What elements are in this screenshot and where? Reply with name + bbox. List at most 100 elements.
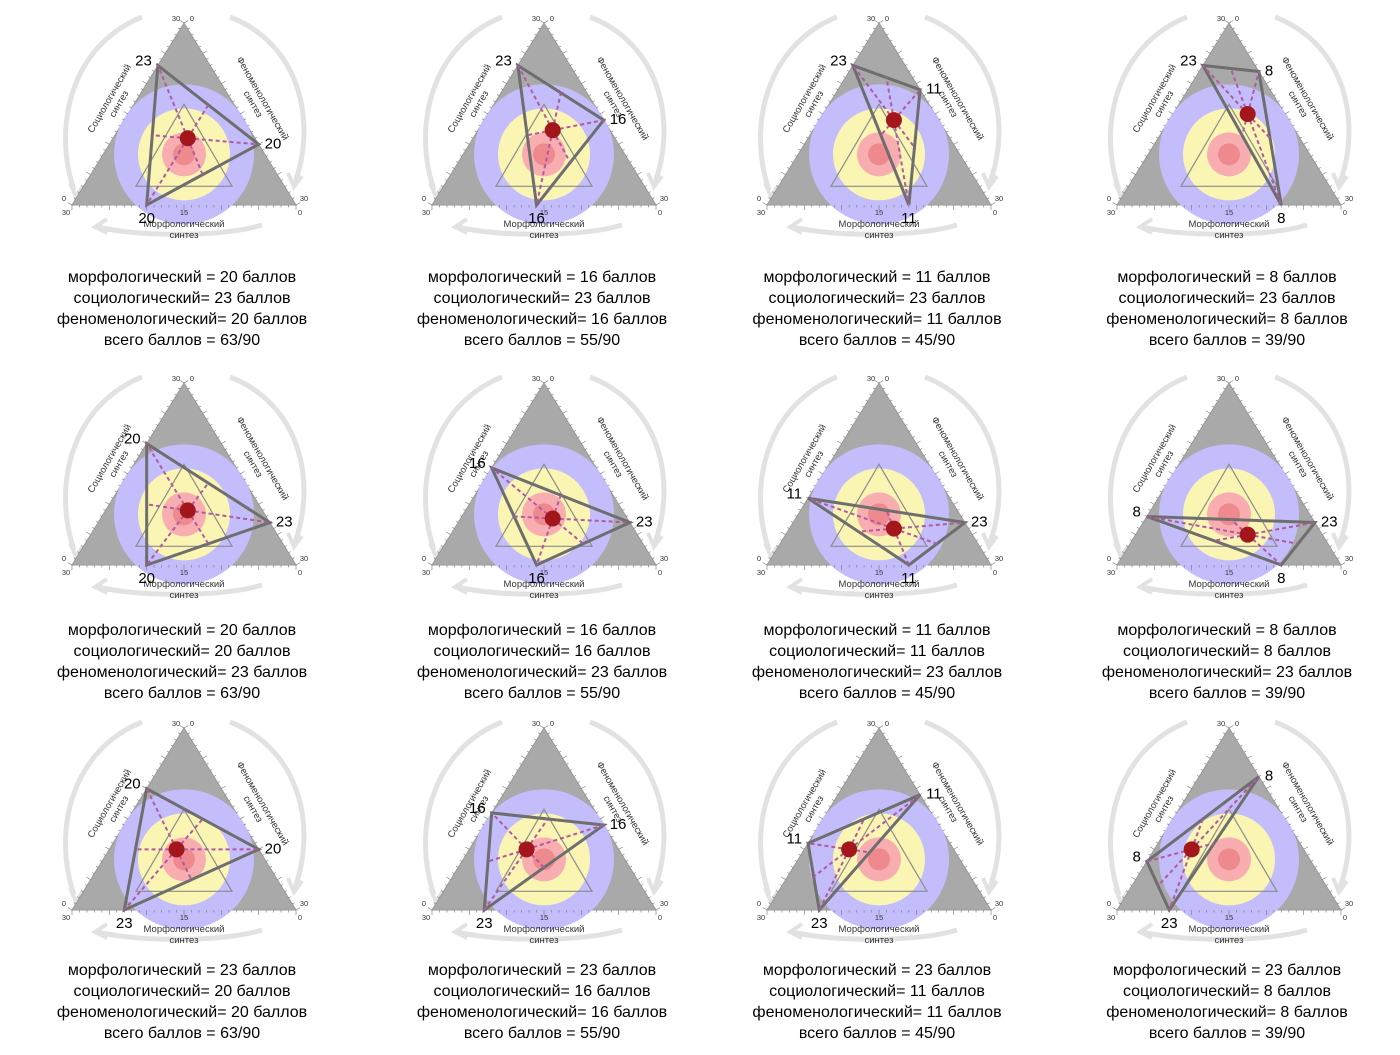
tick-label: 0 [1343, 208, 1347, 217]
tick-label: 30 [422, 913, 430, 922]
center-dot [841, 841, 858, 858]
center-dot [544, 510, 561, 527]
morph-axis-name-2: синтез [865, 935, 894, 946]
morph-axis-name-2: синтез [1215, 230, 1244, 241]
morph-axis-name-2: синтез [1215, 935, 1244, 946]
caption-line: феноменологический= 16 баллов [416, 1004, 668, 1021]
score-caption: морфологический = 23 баллов социологическ… [372, 960, 712, 1044]
tick-label: 15 [1225, 913, 1233, 922]
pheno-score-label: 23 [971, 514, 988, 531]
edge-ticks [67, 725, 301, 915]
tick-label: 0 [190, 374, 194, 383]
arrow-left [758, 14, 838, 191]
arrowhead-right [286, 877, 304, 897]
morph-score-label: 23 [1161, 915, 1178, 932]
arrow-bottom [456, 582, 623, 597]
caption-line: феноменологический= 8 баллов [1106, 311, 1348, 328]
morph-axis-name-2: синтез [170, 230, 199, 241]
morph-axis-name: Морфологический [839, 579, 920, 590]
arrow-bottom [791, 582, 958, 597]
arrow-left [423, 374, 503, 551]
caption-line: феноменологический= 23 баллов [416, 664, 668, 681]
pheno-score-label: 20 [265, 840, 282, 857]
tick-label: 0 [1107, 899, 1111, 908]
arrowhead-bottom [451, 217, 469, 235]
edge-ticks [762, 20, 996, 210]
arrowhead-left [763, 542, 780, 562]
tick-label: 0 [1343, 568, 1347, 577]
arrow-bottom [456, 222, 623, 237]
caption-line: социологический= 8 баллов [1122, 983, 1332, 1000]
morph-axis-name: Морфологический [144, 924, 225, 935]
arrowhead-bottom [1136, 217, 1154, 235]
arrowhead-bottom [451, 922, 469, 940]
core-inner [868, 143, 890, 166]
arrow-right [589, 14, 667, 186]
tick-label: 0 [298, 568, 302, 577]
tick-label: 15 [875, 208, 883, 217]
tick-label: 30 [1217, 719, 1225, 728]
caption-line: морфологический = 23 баллов [67, 962, 297, 979]
arrow-left [63, 719, 143, 896]
morph-score-label: 23 [811, 915, 828, 932]
arrow-left [63, 14, 143, 191]
socio-score-label: 23 [1180, 52, 1197, 69]
morph-axis-name-2: синтез [865, 230, 894, 241]
caption-line: феноменологический= 11 баллов [752, 311, 1002, 328]
arrow-left [1108, 719, 1188, 896]
socio-score-label: 23 [830, 52, 847, 69]
arrowhead-bottom [451, 577, 469, 595]
socio-score-label: 11 [786, 485, 802, 502]
morph-score-label: 8 [1277, 210, 1285, 227]
tick-label: 30 [300, 194, 308, 203]
pheno-score-label: 8 [1265, 768, 1273, 785]
socio-score-label: 16 [469, 455, 486, 472]
caption-line: всего баллов = 63/90 [103, 685, 261, 702]
arrow-right [229, 719, 307, 891]
dashed-guides [123, 788, 259, 911]
caption-line: всего баллов = 45/90 [798, 1025, 956, 1042]
morph-axis-name-2: синтез [530, 590, 559, 601]
arrowhead-right [981, 532, 999, 552]
arrow-bottom [1141, 582, 1308, 597]
score-caption: морфологический = 8 баллов социологически… [1057, 267, 1397, 351]
socio-score-label: 23 [135, 52, 152, 69]
score-caption: морфологический = 11 баллов социологическ… [707, 620, 1047, 704]
tick-label: 30 [995, 899, 1003, 908]
caption-line: морфологический = 20 баллов [67, 269, 297, 286]
caption-line: социологический= 16 баллов [433, 643, 651, 660]
tick-label: 30 [867, 14, 875, 23]
dashed-guides [145, 65, 259, 206]
tick-label: 0 [757, 194, 761, 203]
tick-label: 30 [1345, 899, 1353, 908]
inner-triangle [1179, 103, 1279, 187]
tick-label: 15 [180, 208, 188, 217]
arrowhead-left [68, 542, 85, 562]
tick-label: 30 [757, 568, 765, 577]
score-polygon [122, 786, 263, 913]
arrow-left [758, 719, 838, 896]
tick-label: 0 [550, 374, 554, 383]
arrow-right [924, 719, 1002, 891]
caption-line: морфологический = 16 баллов [427, 622, 657, 639]
diagram-panel: 30 15 0 0 30 0 30 Морфологический синтез Социолог… [372, 365, 712, 710]
caption-line: всего баллов = 45/90 [798, 685, 956, 702]
pheno-score-label: 11 [926, 786, 942, 803]
center-dot [1239, 106, 1256, 122]
caption-line: всего баллов = 63/90 [103, 332, 261, 349]
tick-label: 30 [300, 554, 308, 563]
rotation-arrows [423, 374, 667, 597]
edge-ticks [1112, 725, 1346, 915]
dashed-guides [807, 497, 965, 566]
caption-line: морфологический = 8 баллов [1117, 622, 1337, 639]
morph-axis-name-2: синтез [530, 230, 559, 241]
edge-ticks [762, 725, 996, 915]
morph-axis-name: Морфологический [1189, 579, 1270, 590]
morph-score-label: 16 [528, 570, 545, 587]
